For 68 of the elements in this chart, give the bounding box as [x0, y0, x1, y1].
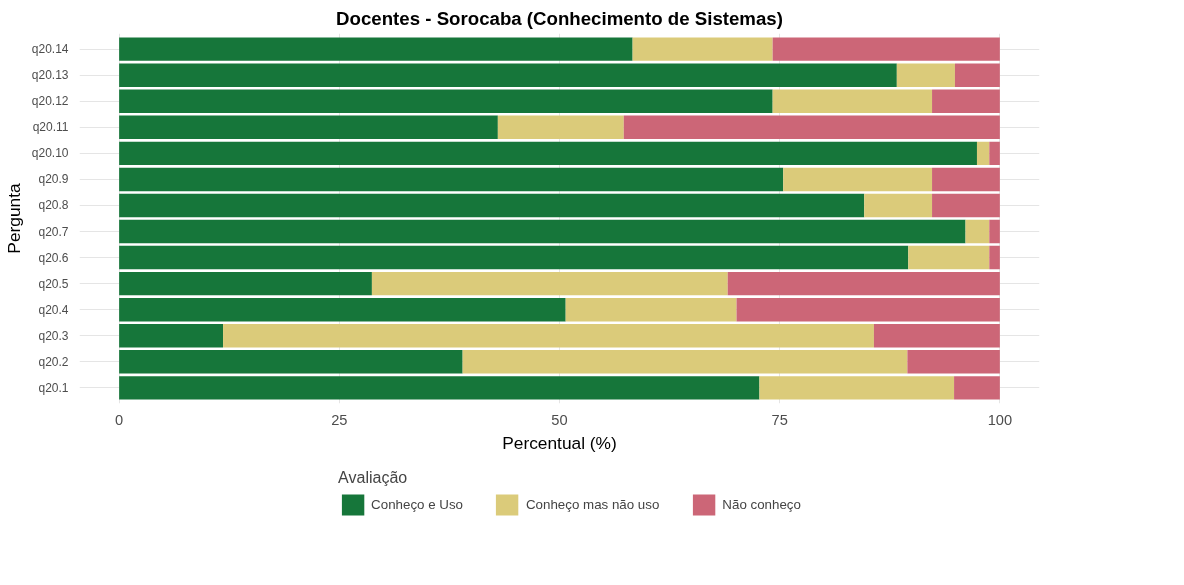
bar: [864, 193, 933, 218]
y-tick-label: q20.8: [38, 198, 69, 213]
bar: [736, 297, 1000, 322]
y-tick-label: q20.7: [38, 224, 69, 239]
bar: [954, 376, 1000, 400]
bar: [932, 89, 1000, 113]
y-tick-label: q20.1: [38, 380, 69, 395]
bar: [896, 63, 955, 87]
bar: [623, 115, 1000, 140]
bar: [907, 350, 1000, 374]
bar: [932, 167, 1000, 192]
y-tick-label: q20.5: [38, 276, 69, 291]
bar: [119, 376, 760, 400]
bar: [759, 376, 955, 400]
bar: [119, 167, 784, 192]
legend-label: Conheço mas não uso: [525, 496, 660, 512]
y-tick-label: q20.2: [38, 354, 69, 369]
y-tick-label: q20.10: [31, 146, 69, 161]
bar: [119, 63, 897, 87]
x-tick-label: 50: [551, 411, 568, 428]
bar: [119, 245, 909, 270]
bar: [119, 115, 498, 140]
bar: [873, 324, 1000, 348]
legend-label: Não conheço: [722, 496, 801, 512]
bar: [989, 245, 1000, 270]
bar: [119, 193, 865, 218]
bar: [119, 271, 372, 296]
y-tick-label: q20.4: [38, 302, 69, 317]
bar: [632, 37, 773, 61]
bar: [772, 37, 1000, 61]
y-tick-label: q20.13: [31, 68, 69, 83]
bar: [954, 63, 1000, 87]
bar: [565, 297, 737, 322]
x-axis-title: Percentual (%): [502, 432, 617, 453]
bar: [119, 37, 633, 61]
bar: [119, 350, 463, 374]
y-axis-title: Pergunta: [3, 182, 24, 254]
y-tick-label: q20.12: [31, 94, 69, 109]
bar: [772, 89, 933, 113]
bar: [965, 219, 990, 244]
bar: [976, 141, 990, 166]
bar: [119, 141, 977, 166]
legend-title: Avaliação: [338, 468, 409, 486]
bar: [989, 219, 1000, 244]
y-tick-label: q20.11: [32, 120, 69, 135]
y-tick-label: q20.9: [38, 172, 69, 187]
bar: [119, 324, 224, 348]
y-tick-label: q20.6: [38, 250, 69, 265]
bar: [932, 193, 1000, 218]
bar: [119, 89, 773, 113]
x-tick-label: 100: [987, 411, 1013, 428]
bar: [908, 245, 990, 270]
legend-label: Conheço e Uso: [371, 496, 463, 512]
y-tick-label: q20.3: [38, 328, 69, 343]
bar: [119, 219, 966, 244]
bar: [989, 141, 1000, 166]
x-tick-label: 75: [771, 411, 788, 428]
bar: [497, 115, 624, 140]
chart-title: Docentes - Sorocaba (Conhecimento de Sistemas): [336, 7, 783, 29]
bar: [783, 167, 933, 192]
x-tick-label: 25: [331, 411, 348, 428]
bar: [462, 350, 908, 374]
x-tick-label: 0: [115, 411, 124, 428]
y-tick-label: q20.14: [31, 42, 69, 57]
bar: [371, 271, 728, 296]
bar: [727, 271, 1000, 296]
bar: [223, 324, 874, 348]
bar: [119, 297, 566, 322]
